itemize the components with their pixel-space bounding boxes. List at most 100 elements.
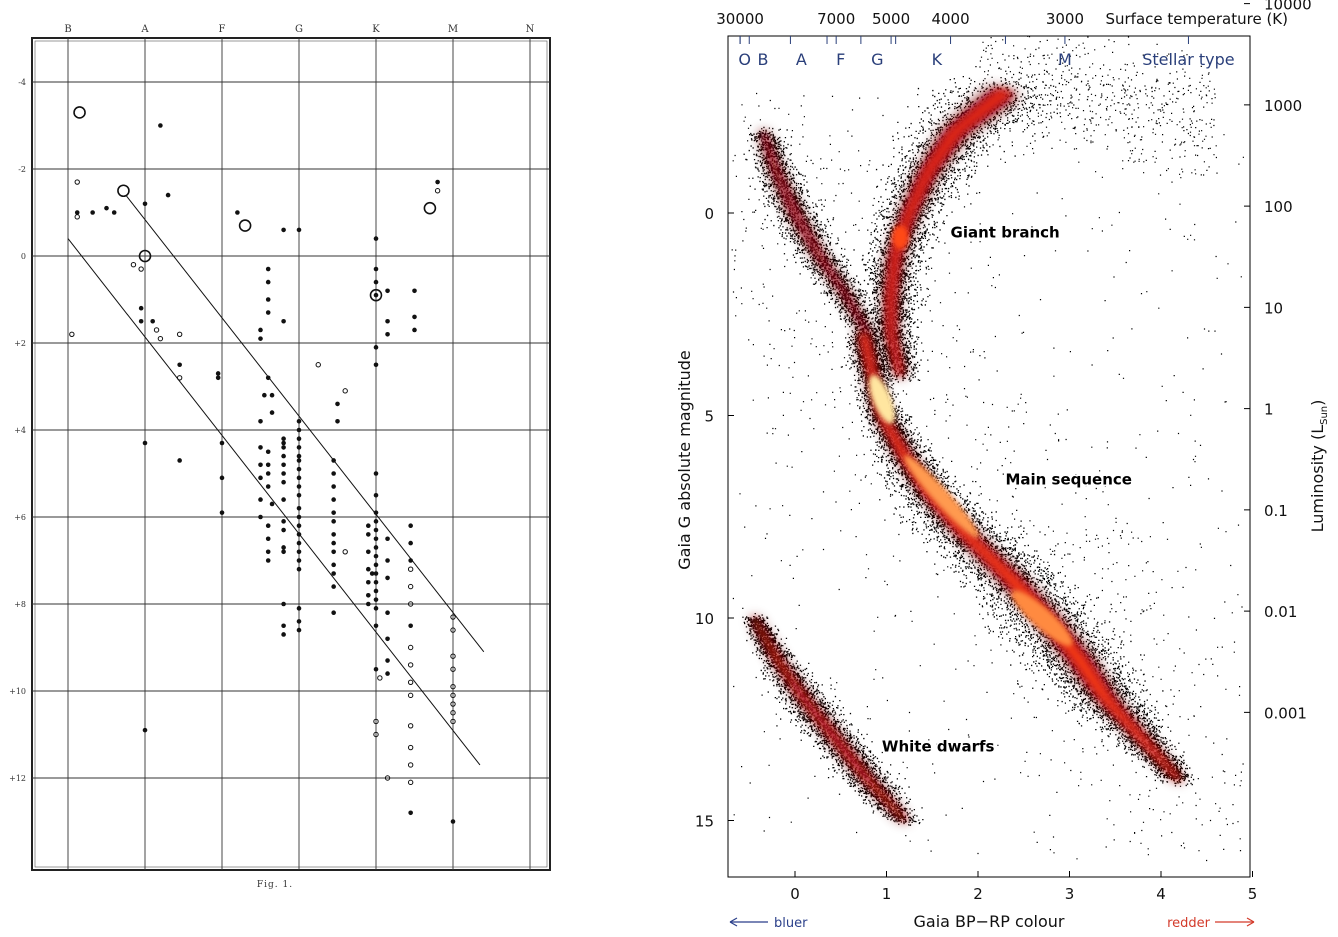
star-point — [331, 562, 336, 568]
star-point — [258, 327, 263, 333]
plot-frame — [31, 37, 551, 871]
density-band-mid — [887, 89, 1015, 376]
column-label-k: K — [372, 24, 380, 35]
star-point-open — [407, 566, 414, 572]
luminosity-axis-label-main: Luminosity (L — [1308, 425, 1327, 533]
star-point — [373, 510, 379, 515]
star-point — [373, 266, 379, 272]
star-point — [258, 419, 263, 424]
temperature-tick-label: 5000 — [872, 10, 910, 28]
luminosity-tick-label: 10 — [1264, 299, 1283, 317]
star-point — [281, 227, 286, 233]
star-point — [281, 479, 286, 485]
star-point — [373, 345, 379, 350]
historical-hr-diagram: B A F G K M N -4 -2 0 +2 +4 +6 +8 +10 +12 Fig. 1. — [9, 24, 551, 890]
left-panel: B A F G K M N -4 -2 0 +2 +4 +6 +8 +10 +12 Fig. 1. — [0, 0, 560, 933]
star-point-open — [176, 375, 183, 381]
luminosity-tick-label: 0.001 — [1264, 704, 1307, 722]
star-point — [331, 584, 336, 589]
star-point-open — [130, 262, 137, 268]
star-point — [265, 297, 271, 302]
column-label-m: M — [448, 24, 458, 35]
star-point — [219, 440, 225, 446]
star-point — [373, 236, 379, 241]
star-density-dots — [840, 326, 1195, 787]
star-point — [385, 558, 390, 563]
star-point — [331, 458, 336, 463]
row-label-5: +6 — [14, 513, 26, 522]
star-point — [265, 523, 271, 528]
star-point — [373, 606, 379, 611]
plot-area — [731, 36, 1244, 862]
star-point-open — [74, 179, 80, 185]
star-point — [373, 623, 379, 629]
temperature-tick-label: 3000 — [1046, 10, 1084, 28]
star-point — [150, 318, 155, 324]
star-point — [258, 336, 263, 341]
star-point — [331, 471, 336, 476]
star-point-open — [384, 775, 391, 781]
star-point — [74, 210, 80, 215]
star-point — [385, 658, 390, 663]
star-point — [373, 545, 379, 550]
temperature-tick-label: 4000 — [931, 10, 969, 28]
star-point-open — [153, 327, 160, 333]
y-tick-label: 0 — [704, 205, 714, 223]
star-point-open — [407, 679, 414, 685]
star-point — [158, 123, 163, 128]
star-point-open — [450, 692, 456, 699]
star-point-open — [138, 266, 144, 272]
star-point-large — [73, 106, 86, 119]
star-point-large — [238, 219, 252, 232]
column-label-n: N — [526, 24, 535, 35]
reference-line-0 — [67, 238, 481, 766]
star-point-open — [450, 701, 456, 707]
star-point — [412, 314, 417, 320]
star-point — [408, 523, 413, 528]
star-point — [373, 362, 379, 368]
star-point — [265, 279, 271, 285]
spectral-type-label: F — [836, 50, 845, 69]
star-point — [435, 179, 440, 185]
star-point — [142, 440, 148, 446]
density-peak — [869, 374, 895, 424]
star-point — [296, 532, 302, 537]
annotation-label: Main sequence — [1005, 470, 1132, 488]
star-point-open — [450, 710, 456, 716]
star-point — [385, 671, 390, 676]
y-axis-label: Gaia G absolute magnitude — [675, 350, 694, 569]
star-point — [296, 619, 302, 624]
star-point — [215, 371, 221, 376]
star-point — [258, 445, 263, 450]
star-point-open — [407, 662, 414, 668]
star-point — [262, 392, 267, 398]
star-point-open — [407, 692, 414, 699]
figure-caption: Fig. 1. — [257, 880, 293, 890]
density-band-mid — [760, 131, 871, 336]
star-point — [258, 514, 263, 520]
y-tick-label: 5 — [704, 408, 714, 426]
star-point — [281, 623, 286, 629]
star-point — [385, 575, 390, 581]
star-point — [373, 588, 379, 594]
star-point — [408, 623, 413, 629]
star-point — [215, 375, 221, 381]
star-point — [265, 549, 271, 555]
luminosity-axis-label-end: ) — [1308, 400, 1327, 406]
redder-arrow-head — [1246, 917, 1255, 927]
star-point — [165, 192, 171, 198]
star-point — [142, 201, 148, 207]
star-point — [335, 401, 340, 407]
star-point — [281, 445, 286, 450]
star-point — [373, 279, 379, 285]
spectral-type-label: Stellar type — [1142, 50, 1234, 69]
star-point-open — [342, 549, 348, 555]
star-point-open — [450, 683, 456, 690]
density-layers — [750, 87, 1185, 822]
star-point-open — [434, 188, 441, 194]
star-point-open — [69, 331, 75, 337]
bluer-label: bluer — [774, 916, 808, 931]
star-point — [385, 636, 390, 642]
star-point — [373, 492, 379, 498]
star-point — [281, 471, 286, 476]
